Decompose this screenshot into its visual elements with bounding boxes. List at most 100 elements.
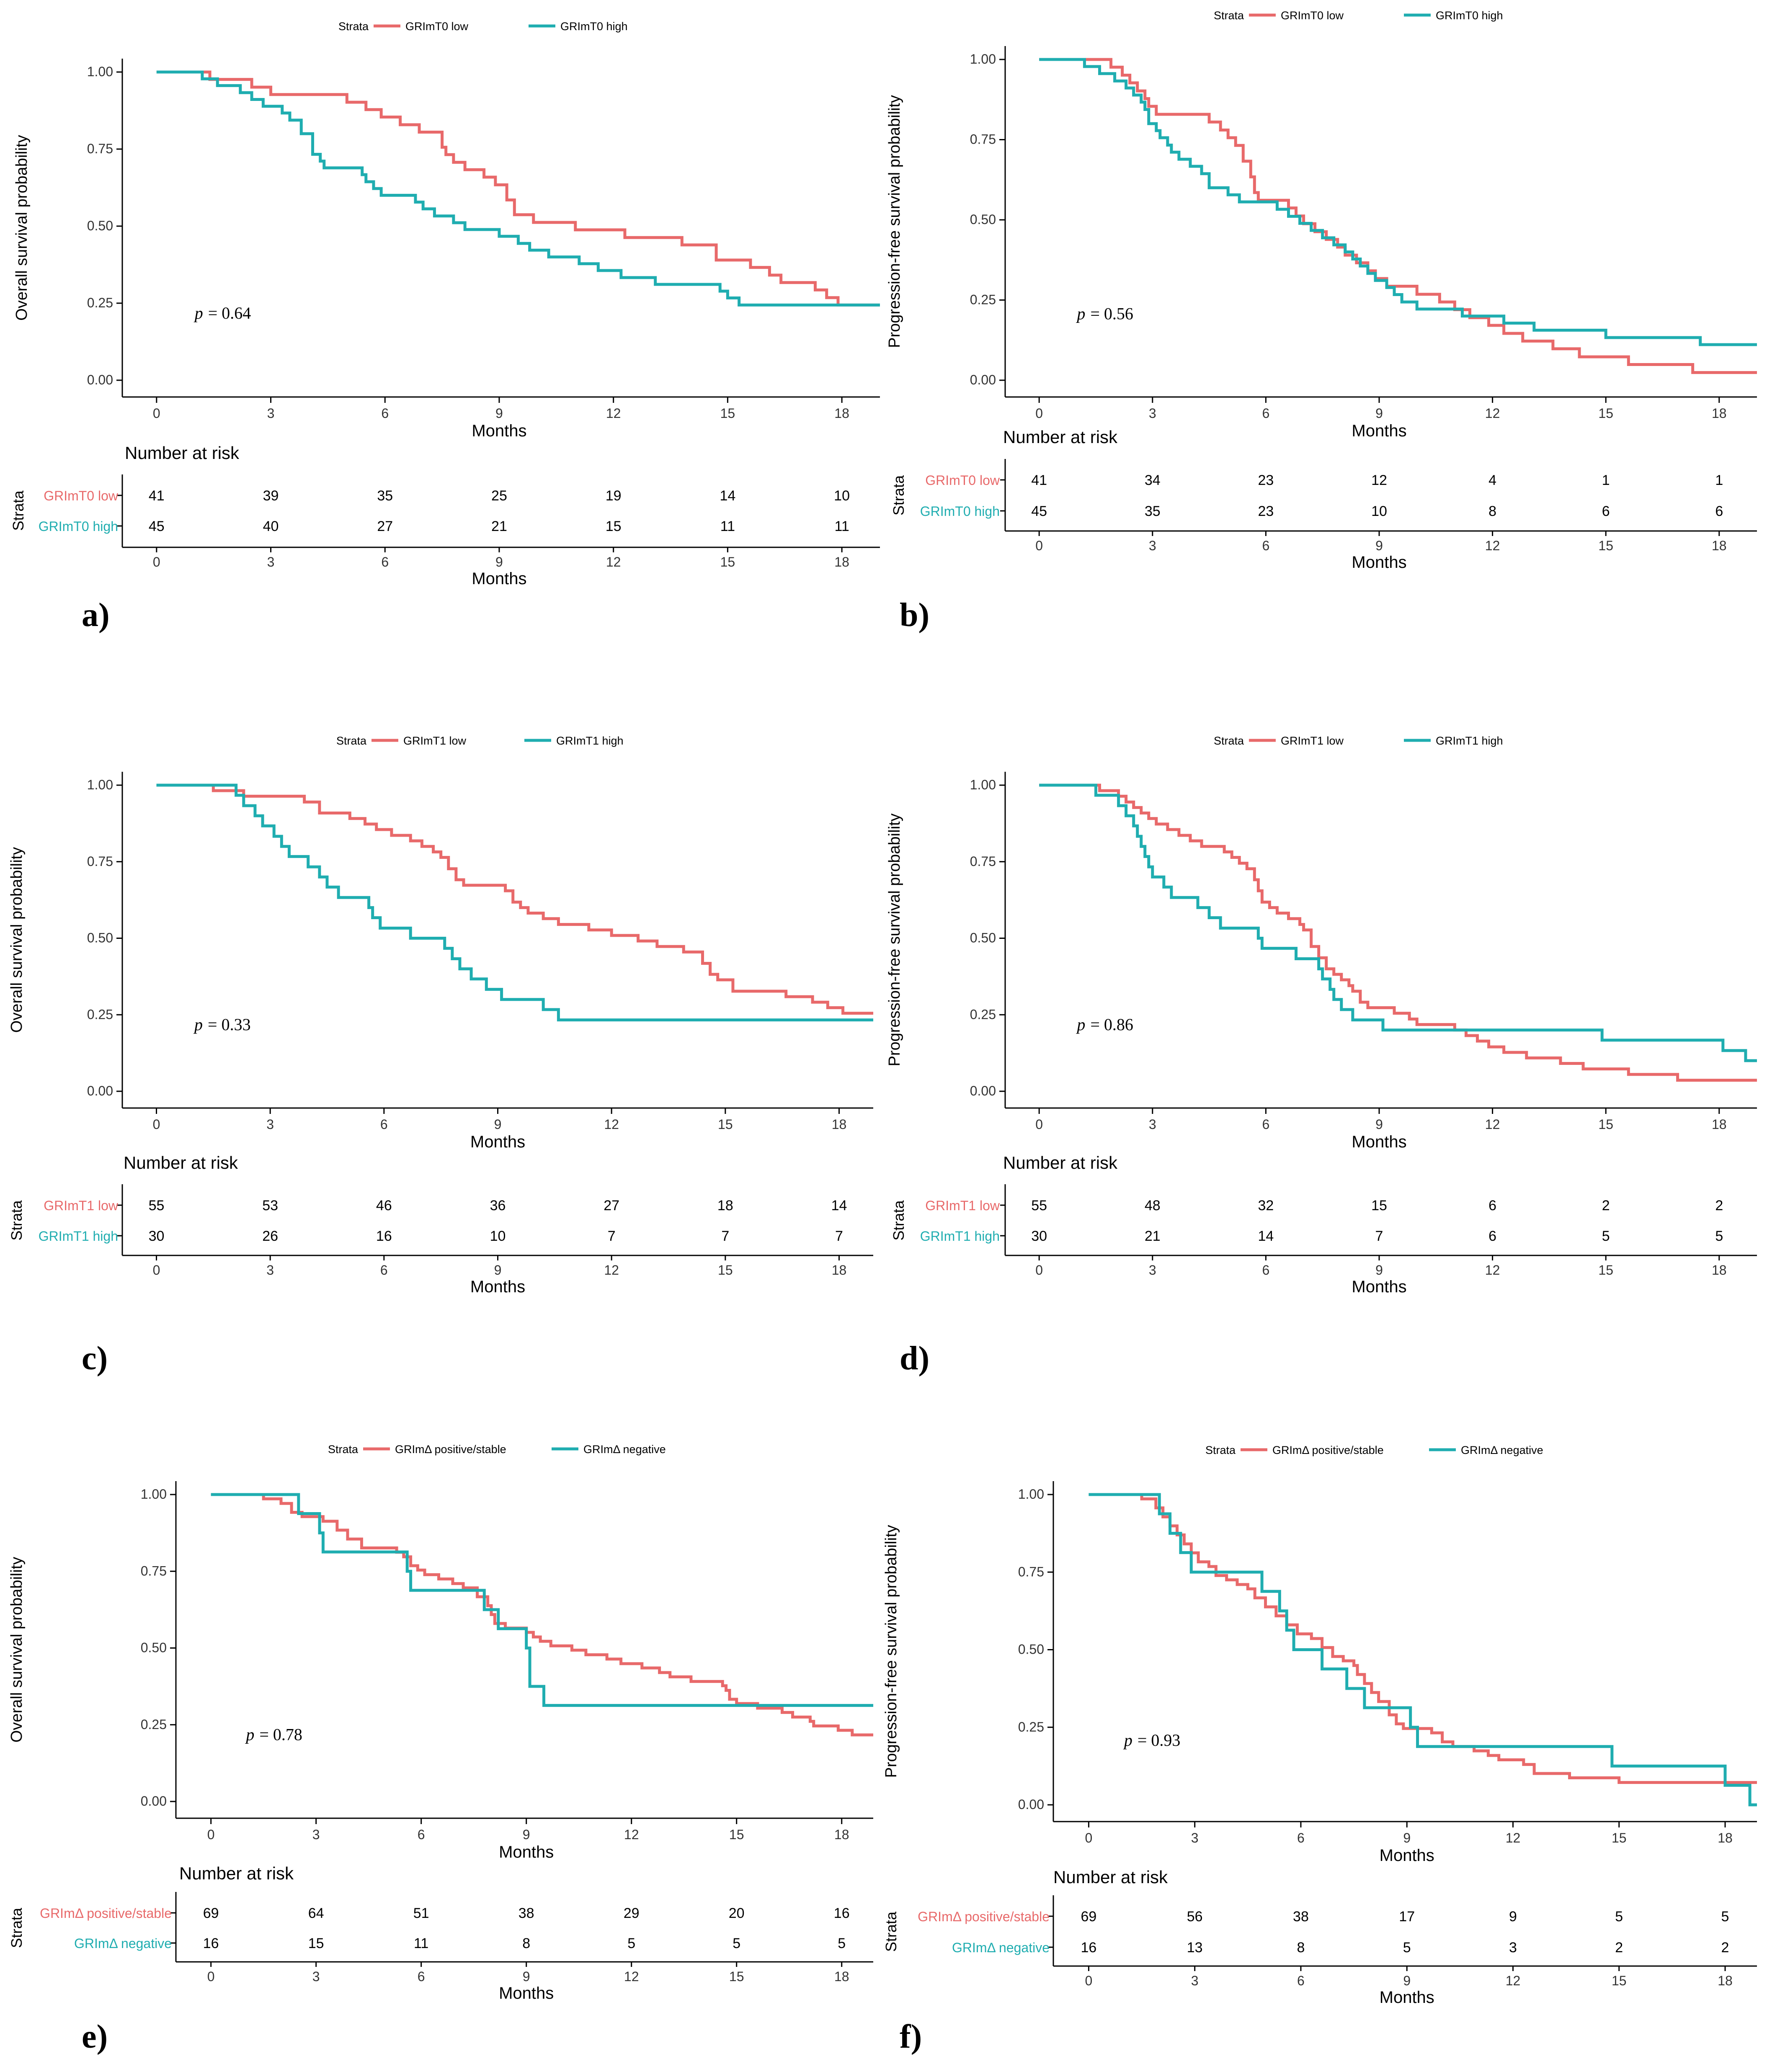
risk-value: 55 bbox=[149, 1198, 165, 1214]
risk-table-strata-title: Strata bbox=[882, 1911, 900, 1952]
risk-table-title: Number at risk bbox=[124, 1153, 238, 1173]
risk-x-tick-label: 9 bbox=[494, 1263, 502, 1278]
x-tick-label: 15 bbox=[1612, 1830, 1627, 1845]
legend-label-high: GRImΔ negative bbox=[583, 1443, 666, 1456]
y-tick-label: 0.00 bbox=[87, 372, 113, 387]
risk-x-tick-label: 12 bbox=[606, 554, 621, 570]
km-panel-2: Strata GRImT0 low GRImT0 high 0.00 0.25 0.50 0… bbox=[886, 9, 1757, 634]
risk-value: 2 bbox=[1615, 1940, 1623, 1956]
y-tick-label: 0.25 bbox=[141, 1717, 167, 1732]
risk-x-tick-label: 18 bbox=[834, 554, 849, 570]
risk-value: 40 bbox=[263, 518, 279, 534]
x-tick-label: 15 bbox=[1598, 1117, 1613, 1132]
km-panel-6: Strata GRImΔ positive/stable GRImΔ negativ… bbox=[882, 1444, 1757, 2055]
km-curve-low bbox=[156, 70, 880, 307]
km-curve-high bbox=[1039, 58, 1757, 346]
y-tick-label: 0.50 bbox=[970, 212, 996, 227]
risk-value: 16 bbox=[1081, 1940, 1097, 1956]
y-tick-label: 1.00 bbox=[1018, 1487, 1044, 1502]
x-tick-label: 12 bbox=[606, 406, 621, 421]
risk-value: 30 bbox=[1031, 1228, 1047, 1244]
risk-value: 7 bbox=[721, 1228, 729, 1244]
x-tick-label: 3 bbox=[266, 1117, 274, 1132]
y-tick-label: 0.50 bbox=[970, 930, 996, 946]
risk-value: 5 bbox=[1602, 1228, 1610, 1244]
x-tick-label: 15 bbox=[720, 406, 735, 421]
km-panel-5: Strata GRImΔ positive/stable GRImΔ negativ… bbox=[8, 1443, 873, 2055]
risk-x-tick-label: 6 bbox=[1262, 1263, 1269, 1278]
km-curve-high bbox=[156, 70, 880, 307]
risk-value: 5 bbox=[1615, 1909, 1623, 1925]
y-tick-label: 0.00 bbox=[1018, 1797, 1044, 1812]
risk-table-strata-title: Strata bbox=[8, 1200, 25, 1240]
risk-value: 26 bbox=[262, 1228, 278, 1244]
x-tick-label: 12 bbox=[1506, 1830, 1521, 1845]
y-tick-label: 0.75 bbox=[1018, 1564, 1044, 1579]
x-tick-label: 12 bbox=[1485, 406, 1500, 421]
km-curve-high bbox=[1039, 783, 1757, 1062]
risk-value: 38 bbox=[1293, 1909, 1309, 1925]
risk-x-tick-label: 3 bbox=[267, 554, 275, 570]
x-tick-label: 6 bbox=[418, 1827, 425, 1842]
legend: Strata GRImT0 low GRImT0 high bbox=[338, 20, 628, 33]
risk-x-tick-label: 0 bbox=[1035, 1263, 1043, 1278]
risk-x-axis-title: Months bbox=[472, 570, 526, 588]
risk-value: 15 bbox=[606, 518, 622, 534]
x-tick-label: 12 bbox=[604, 1117, 619, 1132]
legend-label-low: GRImT1 low bbox=[403, 734, 467, 747]
x-tick-label: 9 bbox=[1403, 1830, 1411, 1845]
risk-value: 5 bbox=[1403, 1940, 1411, 1956]
risk-row-label-low: GRImT0 low bbox=[44, 488, 119, 503]
x-tick-label: 18 bbox=[832, 1117, 847, 1132]
p-value-annotation: p = 0.56 bbox=[1076, 304, 1133, 323]
risk-value: 64 bbox=[308, 1905, 324, 1921]
x-tick-label: 18 bbox=[834, 1827, 849, 1842]
risk-value: 21 bbox=[491, 518, 507, 534]
panel-label: f) bbox=[900, 2018, 922, 2055]
x-axis-title: Months bbox=[1380, 1846, 1434, 1865]
y-tick-label: 0.25 bbox=[1018, 1719, 1044, 1734]
risk-value: 13 bbox=[1187, 1940, 1203, 1956]
p-value-annotation: p = 0.33 bbox=[193, 1015, 251, 1034]
y-tick-label: 0.75 bbox=[970, 854, 996, 869]
risk-x-tick-label: 15 bbox=[718, 1263, 733, 1278]
y-tick-label: 0.75 bbox=[141, 1563, 167, 1578]
risk-value: 2 bbox=[1721, 1940, 1729, 1956]
risk-row-label-high: GRImΔ negative bbox=[74, 1936, 172, 1951]
y-tick-label: 0.25 bbox=[87, 295, 113, 310]
risk-row-label-high: GRImT1 high bbox=[920, 1229, 1000, 1244]
x-tick-label: 0 bbox=[1085, 1830, 1093, 1845]
panel-label: b) bbox=[900, 597, 929, 634]
x-tick-label: 18 bbox=[1712, 1117, 1727, 1132]
panel-label: a) bbox=[82, 597, 110, 634]
risk-value: 23 bbox=[1258, 503, 1274, 519]
x-tick-label: 0 bbox=[1035, 1117, 1043, 1132]
risk-value: 15 bbox=[308, 1935, 324, 1951]
km-curve-high bbox=[211, 1493, 873, 1707]
p-value-annotation: p = 0.86 bbox=[1076, 1015, 1133, 1034]
y-tick-label: 1.00 bbox=[87, 64, 113, 79]
risk-value: 12 bbox=[1371, 472, 1387, 488]
risk-x-tick-label: 9 bbox=[495, 554, 503, 570]
x-tick-label: 15 bbox=[1598, 406, 1613, 421]
legend-label-high: GRImT1 high bbox=[1436, 734, 1503, 747]
risk-value: 5 bbox=[733, 1935, 740, 1951]
risk-value: 23 bbox=[1258, 472, 1274, 488]
risk-x-tick-label: 9 bbox=[523, 1969, 530, 1984]
km-curve-low bbox=[211, 1493, 873, 1737]
y-axis-title: Progression-free survival probability bbox=[886, 95, 903, 348]
risk-value: 9 bbox=[1509, 1909, 1517, 1925]
risk-x-tick-label: 18 bbox=[832, 1263, 847, 1278]
y-tick-label: 1.00 bbox=[970, 777, 996, 792]
risk-x-tick-label: 3 bbox=[266, 1263, 274, 1278]
risk-x-tick-label: 6 bbox=[1262, 538, 1269, 553]
risk-value: 41 bbox=[1031, 472, 1047, 488]
risk-x-axis-title: Months bbox=[1380, 1988, 1434, 2007]
legend-title: Strata bbox=[328, 1443, 359, 1456]
y-axis-title: Progression-free survival probability bbox=[882, 1525, 900, 1778]
risk-value: 7 bbox=[835, 1228, 843, 1244]
risk-x-tick-label: 18 bbox=[834, 1969, 849, 1984]
risk-value: 30 bbox=[149, 1228, 165, 1244]
